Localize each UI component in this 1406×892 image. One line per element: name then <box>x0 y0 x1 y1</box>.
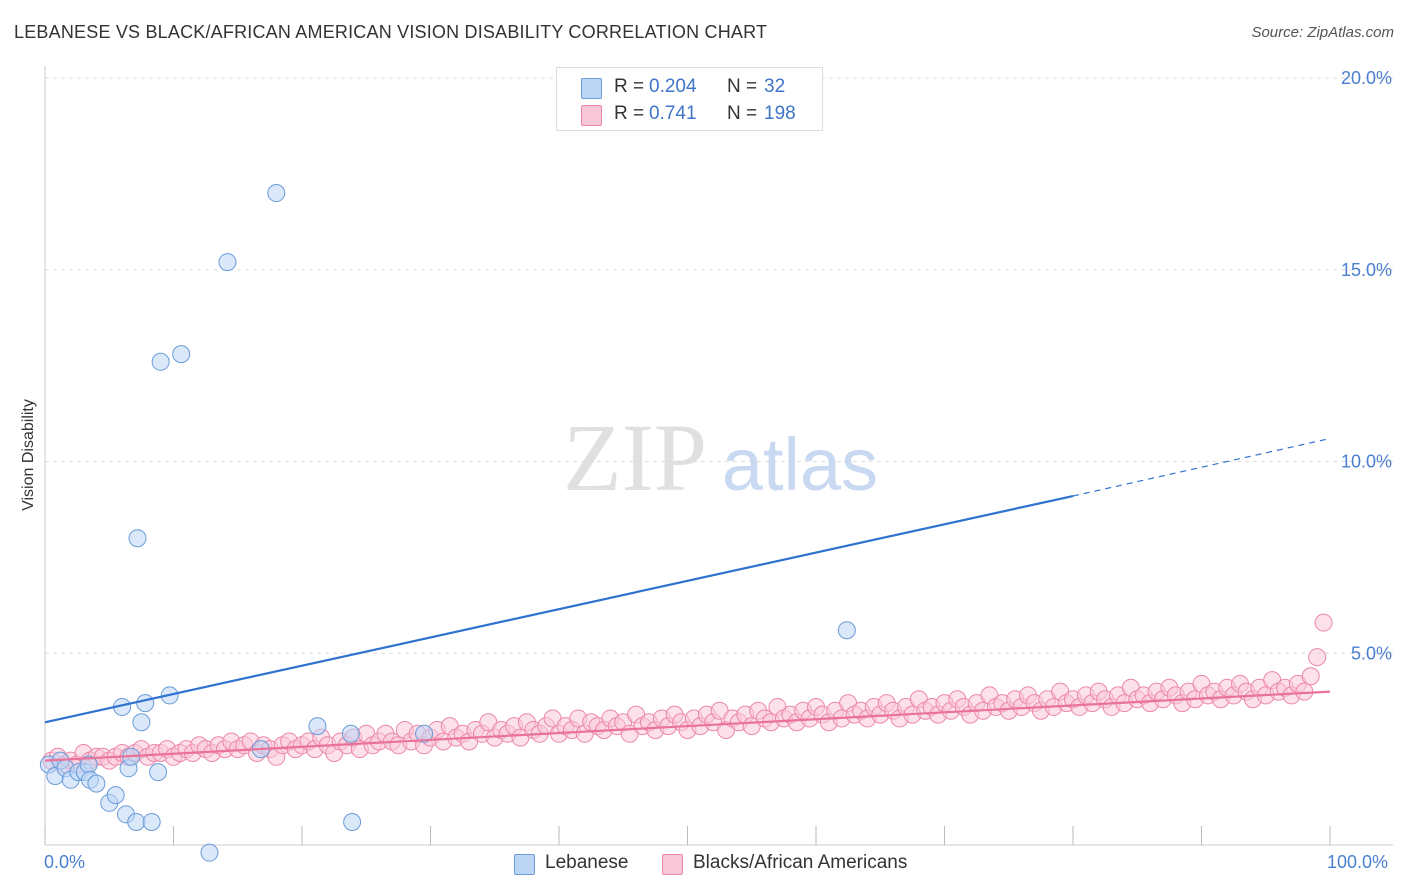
stats-r-label: R = <box>614 76 645 97</box>
grid <box>45 77 1393 654</box>
lebanese-point-28 <box>267 184 286 203</box>
stats-n-value: 198 <box>764 103 796 124</box>
lebanese-point-29 <box>308 717 327 736</box>
lebanese-point-16 <box>127 812 146 831</box>
trend-lines <box>44 437 1331 762</box>
legend-label-black: Blacks/African Americans <box>693 852 908 873</box>
black-point-196 <box>1301 667 1320 686</box>
stats-n-value: 32 <box>764 76 786 97</box>
source-label: Source: ZipAtlas.com <box>1251 24 1394 41</box>
lebanese-point-20 <box>142 812 161 831</box>
y-tick-label-0: 5.0% <box>1351 643 1392 663</box>
y-tick-label-2: 15.0% <box>1341 260 1392 280</box>
legend-swatch-lebanese <box>514 854 535 875</box>
lebanese-point-18 <box>132 713 151 732</box>
stats-n-label: N = <box>727 103 758 124</box>
lebanese-point-33 <box>837 621 856 640</box>
lebanese-point-22 <box>151 352 170 371</box>
black-point-197 <box>1308 648 1327 667</box>
y-axis-title: Vision Disability <box>20 399 37 511</box>
stats-r-label: R = <box>614 103 645 124</box>
black-point-198 <box>1314 613 1333 632</box>
lebanese-point-32 <box>415 724 434 743</box>
stats-swatch-lebanese <box>581 78 602 99</box>
chart-title: LEBANESE VS BLACK/AFRICAN AMERICAN VISIO… <box>14 22 768 42</box>
x-tick-label-min: 0.0% <box>44 852 86 872</box>
lebanese-point-17 <box>128 529 147 548</box>
lebanese-point-9 <box>87 774 106 793</box>
lebanese-point-25 <box>200 843 219 862</box>
legend-label-lebanese: Lebanese <box>545 852 629 873</box>
stats-swatch-black <box>581 105 602 126</box>
stats-box: R = 0.204 N = 32 R = 0.741 N = 198 <box>556 67 823 131</box>
y-tick-label-1: 10.0% <box>1341 452 1392 472</box>
axes <box>44 66 1393 846</box>
lebanese-point-24 <box>172 345 191 364</box>
lebanese-point-30 <box>341 724 360 743</box>
stats-r-value: 0.204 <box>649 76 697 97</box>
legend: Lebanese Blacks/African Americans <box>0 852 1406 878</box>
series-black-african-americans <box>42 613 1333 774</box>
lebanese-point-31 <box>343 812 362 831</box>
lebanese-point-26 <box>218 253 237 272</box>
stats-n-label: N = <box>727 76 758 97</box>
x-tick-label-max: 100.0% <box>1327 852 1389 872</box>
legend-swatch-black <box>662 854 683 875</box>
trend-line-black <box>44 690 1331 762</box>
lebanese-point-19 <box>136 694 155 713</box>
y-tick-labels: 5.0% 10.0% 15.0% 20.0% <box>1341 68 1392 663</box>
stats-r-value: 0.741 <box>649 103 697 124</box>
trend-line-lebanese-extension <box>1072 437 1331 497</box>
watermark-atlas: atlas <box>722 423 878 506</box>
lebanese-point-21 <box>149 763 168 782</box>
y-tick-label-3: 20.0% <box>1341 68 1392 88</box>
trend-line-lebanese <box>44 494 1074 724</box>
lebanese-point-11 <box>106 786 125 805</box>
watermark-zip: ZIP <box>563 404 707 511</box>
